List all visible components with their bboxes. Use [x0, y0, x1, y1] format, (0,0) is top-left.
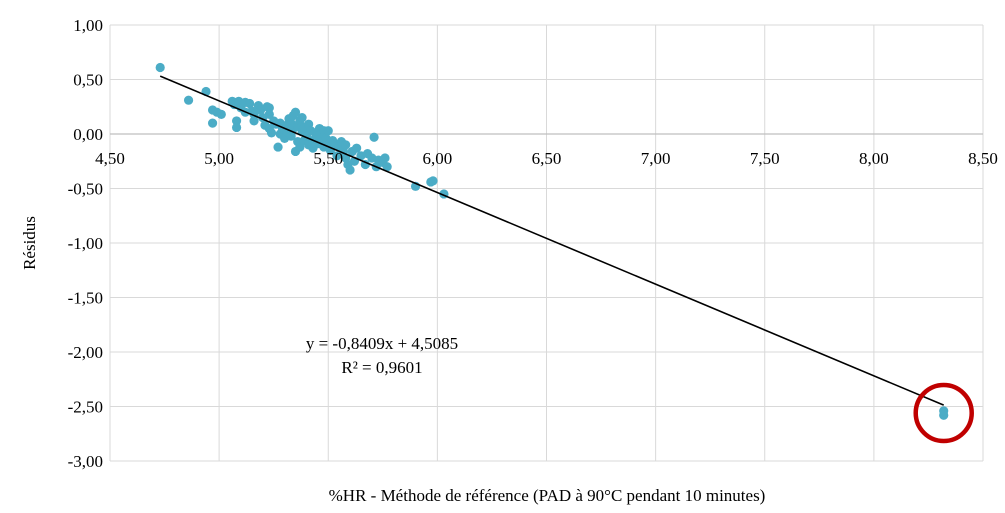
x-tick-label: 8,00 [859, 149, 889, 168]
data-point [156, 63, 165, 72]
y-tick-labels: 1,00 0,50 0,00 -0,50 -1,00 -1,50 -2,00 -2,50 -3,… [68, 16, 103, 471]
data-point [939, 411, 948, 420]
y-tick-label: 0,00 [73, 125, 103, 144]
x-tick-label: 7,00 [641, 149, 671, 168]
data-point [217, 110, 226, 119]
trendline [160, 76, 944, 405]
x-tick-label: 8,50 [968, 149, 998, 168]
y-tick-label: 1,00 [73, 16, 103, 35]
grid-lines [110, 25, 983, 461]
data-point [324, 126, 333, 135]
data-point [232, 123, 241, 132]
x-tick-label: 5,50 [313, 149, 343, 168]
data-point [208, 119, 217, 128]
data-point [428, 176, 437, 185]
data-point [369, 133, 378, 142]
data-point [184, 96, 193, 105]
x-tick-label: 7,50 [750, 149, 780, 168]
y-tick-label: 0,50 [73, 71, 103, 90]
trendline-r-squared: R² = 0,9601 [341, 358, 422, 377]
y-tick-label: -2,50 [68, 398, 103, 417]
x-tick-label: 6,00 [423, 149, 453, 168]
x-tick-label: 4,50 [95, 149, 125, 168]
y-tick-label: -3,00 [68, 452, 103, 471]
y-axis-title: Résidus [20, 216, 39, 270]
x-tick-label: 5,00 [204, 149, 234, 168]
data-point [267, 128, 276, 137]
x-tick-label: 6,50 [532, 149, 562, 168]
y-tick-label: -2,00 [68, 343, 103, 362]
trendline-equation: y = -0,8409x + 4,5085 [306, 334, 458, 353]
data-point [297, 113, 306, 122]
y-tick-label: -1,50 [68, 289, 103, 308]
data-point [345, 165, 354, 174]
data-point [273, 142, 282, 151]
y-tick-label: -0,50 [68, 180, 103, 199]
y-tick-label: -1,00 [68, 234, 103, 253]
data-point [380, 153, 389, 162]
x-axis-title: %HR - Méthode de référence (PAD à 90°C p… [329, 486, 766, 505]
x-tick-labels: 4,50 5,00 5,50 6,00 6,50 7,00 7,50 8,00 8,50 [95, 149, 998, 168]
